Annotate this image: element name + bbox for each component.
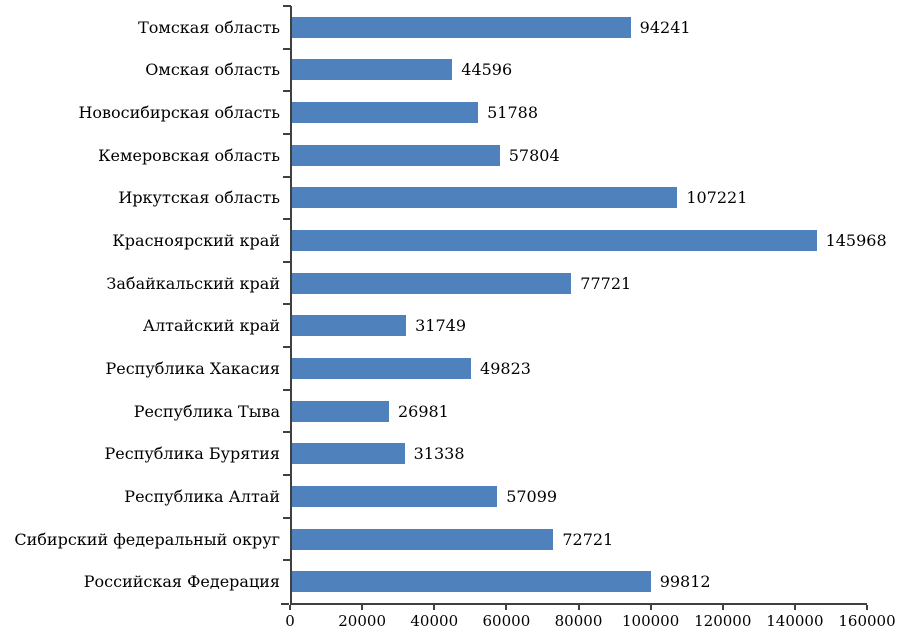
category-label: Сибирский федеральный округ <box>14 529 280 549</box>
bar <box>292 144 500 166</box>
x-axis: 0 20000 40000 60000 80000 100000 120000 140000 1… <box>281 603 896 633</box>
bar-track: 31749 <box>283 303 867 348</box>
category-label: Республика Алтай <box>124 486 280 506</box>
x-tick-label: 80000 <box>554 612 603 630</box>
bar <box>292 571 651 593</box>
bar <box>292 400 389 422</box>
category-label: Новосибирская область <box>78 103 280 123</box>
x-tick-label: 20000 <box>338 612 386 630</box>
bar-track: 26981 <box>283 388 867 433</box>
x-axis-tick <box>649 605 652 610</box>
bar-track: 107221 <box>283 175 867 220</box>
bar <box>292 59 453 81</box>
x-axis-tick <box>505 605 508 610</box>
bar-track: 145968 <box>283 218 887 262</box>
value-label: 57099 <box>506 486 558 506</box>
bar-row: Республика Хакасия 49823 <box>6 346 867 390</box>
value-label: 107221 <box>686 188 748 208</box>
bar <box>292 528 554 550</box>
bar-row: Алтайский край 31749 <box>6 303 867 348</box>
value-label: 31749 <box>415 316 466 336</box>
x-axis-area: 0 20000 40000 60000 80000 100000 120000 140000 1… <box>6 603 896 633</box>
bar <box>292 102 479 124</box>
value-label: 31338 <box>413 444 465 464</box>
bar-track: 57804 <box>283 132 867 177</box>
value-label: 77721 <box>580 273 632 293</box>
bar-track: 72721 <box>283 516 867 561</box>
bar <box>292 187 678 209</box>
x-tick-label: 60000 <box>482 612 531 630</box>
bar-row: Республика Алтай 57099 <box>6 474 867 518</box>
x-tick-label: 160000 <box>838 612 896 630</box>
value-label: 51788 <box>487 103 539 123</box>
category-label: Республика Тыва <box>133 401 280 421</box>
x-axis-spacer <box>6 603 290 633</box>
bar <box>292 485 498 507</box>
bar-track: 77721 <box>283 260 867 305</box>
bar-row: Республика Бурятия 31338 <box>6 431 867 476</box>
bar <box>292 16 631 38</box>
category-label: Кемеровская область <box>98 145 280 165</box>
x-axis-tick <box>361 605 364 610</box>
bar-row: Кемеровская область 57804 <box>6 132 867 177</box>
bar-row: Новосибирская область 51788 <box>6 90 867 134</box>
bar-row: Российская Федерация 99812 <box>6 559 867 603</box>
x-tick-label: 40000 <box>410 612 459 630</box>
bar-track: 51788 <box>283 90 867 134</box>
category-label: Томская область <box>138 17 280 37</box>
bar-track: 49823 <box>283 346 867 390</box>
bar <box>292 272 572 294</box>
category-label: Республика Бурятия <box>104 444 280 464</box>
plot-area: Томская область 94241 Омская область 44596 Н… <box>6 5 887 603</box>
bar-row: Иркутская область 107221 <box>6 175 867 220</box>
category-label: Омская область <box>145 60 280 80</box>
x-tick-label: 140000 <box>766 612 824 630</box>
category-label: Российская Федерация <box>83 572 280 592</box>
value-label: 49823 <box>480 358 531 378</box>
bar-track: 44596 <box>283 47 867 92</box>
value-label: 44596 <box>461 60 513 80</box>
x-axis-tick <box>577 605 580 610</box>
category-label: Забайкальский край <box>106 273 280 293</box>
category-label: Иркутская область <box>118 188 280 208</box>
x-axis-tick <box>793 605 796 610</box>
x-tick-label: 120000 <box>694 612 752 630</box>
bar-row: Сибирский федеральный округ 72721 <box>6 516 867 561</box>
bar-row: Томская область 94241 <box>6 5 867 49</box>
value-label: 145968 <box>825 231 887 251</box>
bar-track: 57099 <box>283 474 867 518</box>
value-label: 94241 <box>639 17 691 37</box>
x-axis-tick <box>866 605 868 610</box>
x-tick-label: 0 <box>285 612 295 630</box>
value-label: 57804 <box>508 145 560 165</box>
bar-row: Омская область 44596 <box>6 47 867 92</box>
value-label: 72721 <box>562 529 614 549</box>
bar <box>292 230 817 252</box>
x-axis-tick <box>433 605 436 610</box>
category-label: Красноярский край <box>112 231 280 251</box>
bar <box>292 357 472 379</box>
x-tick-label: 100000 <box>621 612 680 630</box>
bar-track: 31338 <box>283 431 867 476</box>
value-label: 99812 <box>659 572 711 592</box>
x-axis-tick <box>289 605 291 610</box>
category-label: Республика Хакасия <box>105 358 280 378</box>
bar-track: 99812 <box>283 559 867 603</box>
x-axis-tick <box>721 605 724 610</box>
bar-row: Красноярский край 145968 <box>6 218 887 262</box>
value-label: 26981 <box>397 401 449 421</box>
bar <box>292 315 407 337</box>
bar-row: Республика Тыва 26981 <box>6 388 867 433</box>
category-label: Алтайский край <box>142 316 280 336</box>
bar <box>292 443 405 465</box>
bar-track: 94241 <box>283 5 867 49</box>
bar-row: Забайкальский край 77721 <box>6 260 867 305</box>
